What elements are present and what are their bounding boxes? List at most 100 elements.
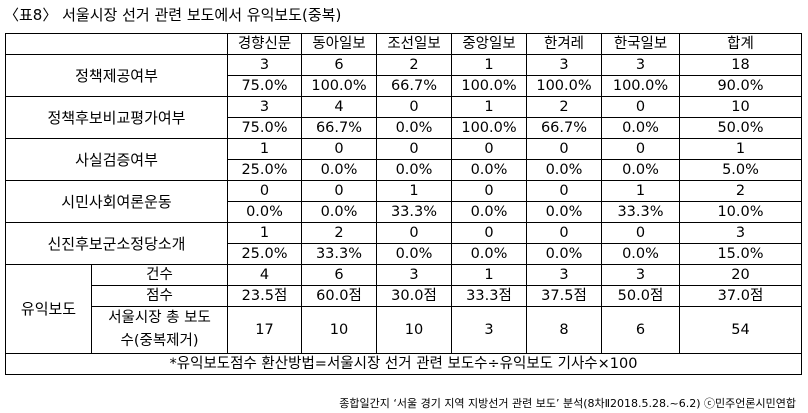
- summary-cell: 10: [301, 306, 377, 354]
- summary-cell: 50.0점: [601, 285, 680, 307]
- summary-row-label: 건수: [91, 264, 228, 286]
- count-cell: 4: [301, 96, 377, 118]
- count-cell: 0: [227, 180, 302, 202]
- summary-cell: 8: [526, 306, 602, 354]
- summary-cell: 1: [451, 264, 527, 286]
- percent-cell: 5.0%: [679, 159, 802, 181]
- summary-cell: 6: [601, 306, 680, 354]
- percent-cell: 0.0%: [376, 117, 452, 139]
- percent-cell: 100.0%: [526, 75, 602, 97]
- row-label: 정책후보비교평가여부: [5, 96, 228, 139]
- summary-cell: 6: [301, 264, 377, 286]
- count-cell: 1: [451, 54, 527, 76]
- count-cell: 0: [601, 138, 680, 160]
- percent-cell: 0.0%: [601, 243, 680, 265]
- summary-cell: 23.5점: [227, 285, 302, 307]
- count-cell: 2: [301, 222, 377, 244]
- summary-cell: 17: [227, 306, 302, 354]
- count-cell: 0: [601, 96, 680, 118]
- count-cell: 0: [376, 138, 452, 160]
- table-row: 정책제공여부 3 6 2 1 3 3 18: [5, 54, 802, 97]
- count-cell: 0: [526, 138, 602, 160]
- table-row: 사실검증여부 1 0 0 0 0 0 1: [5, 138, 802, 181]
- percent-cell: 100.0%: [601, 75, 680, 97]
- summary-cell: 54: [679, 306, 802, 354]
- count-cell: 0: [301, 180, 377, 202]
- percent-cell: 10.0%: [679, 201, 802, 223]
- count-cell: 1: [451, 96, 527, 118]
- count-cell: 0: [526, 180, 602, 202]
- percent-cell: 0.0%: [526, 159, 602, 181]
- count-cell: 10: [679, 96, 802, 118]
- summary-cell: 33.3점: [451, 285, 527, 307]
- table-row: 0.0% 0.0% 33.3% 0.0% 0.0% 33.3% 10.0%: [6, 201, 802, 223]
- percent-cell: 0.0%: [376, 159, 452, 181]
- summary-cell: 4: [227, 264, 302, 286]
- table-row: *유익보도점수 환산방법=서울시장 선거 관련 보도수÷유익보도 기사수×100: [5, 353, 802, 375]
- count-cell: 1: [376, 180, 452, 202]
- count-cell: 1: [227, 222, 302, 244]
- column-header: 중앙일보: [451, 33, 527, 55]
- count-cell: 3: [227, 96, 302, 118]
- summary-row-label: 점수: [91, 285, 228, 307]
- percent-cell: 0.0%: [227, 201, 302, 223]
- percent-cell: 0.0%: [526, 243, 602, 265]
- count-cell: 0: [451, 138, 527, 160]
- percent-cell: 0.0%: [451, 201, 527, 223]
- column-header: 한겨레: [526, 33, 602, 55]
- summary-label: 유익보도: [5, 264, 92, 354]
- count-cell: 2: [679, 180, 802, 202]
- table-row: 75.0% 66.7% 0.0% 100.0% 66.7% 0.0% 50.0%: [6, 117, 802, 139]
- summary-cell: 60.0점: [301, 285, 377, 307]
- count-cell: 3: [679, 222, 802, 244]
- count-cell: 0: [526, 222, 602, 244]
- count-cell: 2: [376, 54, 452, 76]
- percent-cell: 25.0%: [227, 159, 302, 181]
- count-cell: 3: [526, 54, 602, 76]
- corner-cell: [5, 33, 228, 55]
- table-row: 75.0% 100.0% 66.7% 100.0% 100.0% 100.0% 90.0%: [6, 75, 802, 97]
- table-note: *유익보도점수 환산방법=서울시장 선거 관련 보도수÷유익보도 기사수×100: [5, 353, 802, 375]
- percent-cell: 100.0%: [301, 75, 377, 97]
- count-cell: 3: [601, 54, 680, 76]
- count-cell: 1: [601, 180, 680, 202]
- percent-cell: 0.0%: [601, 117, 680, 139]
- percent-cell: 0.0%: [376, 243, 452, 265]
- summary-cell: 3: [451, 306, 527, 354]
- summary-cell: 3: [601, 264, 680, 286]
- column-header: 합계: [679, 33, 802, 55]
- table-row: 25.0% 0.0% 0.0% 0.0% 0.0% 0.0% 5.0%: [6, 159, 802, 181]
- count-cell: 6: [301, 54, 377, 76]
- percent-cell: 66.7%: [301, 117, 377, 139]
- table-row: 경향신문 동아일보 조선일보 중앙일보 한겨레 한국일보 합계: [5, 33, 802, 55]
- count-cell: 0: [376, 96, 452, 118]
- percent-cell: 25.0%: [227, 243, 302, 265]
- column-header: 한국일보: [601, 33, 680, 55]
- summary-cell: 3: [526, 264, 602, 286]
- percent-cell: 33.3%: [301, 243, 377, 265]
- count-cell: 0: [376, 222, 452, 244]
- data-table: 경향신문 동아일보 조선일보 중앙일보 한겨레 한국일보 합계 정책제공여부 3 6 2 1 3 3 18 7…: [5, 33, 802, 375]
- count-cell: 3: [227, 54, 302, 76]
- table-row: 정책후보비교평가여부 3 4 0 1 2 0 10: [5, 96, 802, 139]
- percent-cell: 0.0%: [301, 201, 377, 223]
- table-row: 유익보도 건수 4 6 3 1 3 3 20: [5, 264, 802, 354]
- percent-cell: 66.7%: [376, 75, 452, 97]
- summary-cell: 20: [679, 264, 802, 286]
- percent-cell: 0.0%: [451, 159, 527, 181]
- source-note: 종합일간지 ‘서울 경기 지역 지방선거 관련 보도’ 분석(8차Ⅱ2018.5…: [339, 397, 796, 410]
- column-header: 동아일보: [301, 33, 377, 55]
- percent-cell: 0.0%: [301, 159, 377, 181]
- percent-cell: 0.0%: [451, 243, 527, 265]
- column-header: 조선일보: [376, 33, 452, 55]
- row-label: 신진후보군소정당소개: [5, 222, 228, 265]
- percent-cell: 50.0%: [679, 117, 802, 139]
- table-title: 〈표8〉 서울시장 선거 관련 보도에서 유익보도(중복): [4, 6, 342, 24]
- summary-row-label: 서울시장 총 보도수(중복제거): [91, 306, 228, 354]
- table-row: 점수 23.5점 60.0점 30.0점 33.3점 37.5점 50.0점 37.0점: [6, 285, 802, 307]
- column-header: 경향신문: [227, 33, 302, 55]
- table-row: 서울시장 총 보도수(중복제거) 17 10 10 3 8 6 54: [6, 306, 802, 354]
- count-cell: 0: [601, 222, 680, 244]
- summary-cell: 37.5점: [526, 285, 602, 307]
- percent-cell: 100.0%: [451, 75, 527, 97]
